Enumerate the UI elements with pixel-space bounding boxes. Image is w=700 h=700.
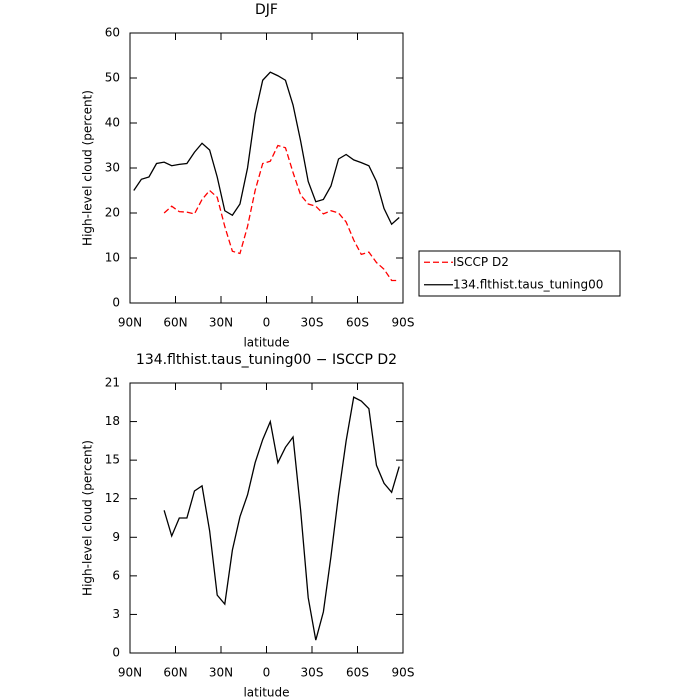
x-axis-label: latitude xyxy=(243,336,289,350)
y-tick-label: 15 xyxy=(105,453,120,467)
y-axis-label: High-level cloud (percent) xyxy=(81,440,95,596)
x-tick-label: 90N xyxy=(118,316,142,330)
x-axis-label: latitude xyxy=(243,686,289,700)
chart-title: 134.flthist.taus_tuning00 − ISCCP D2 xyxy=(136,352,397,368)
y-tick-label: 30 xyxy=(105,161,120,175)
y-tick-label: 60 xyxy=(105,26,120,40)
data-line xyxy=(133,71,400,226)
plot-frame xyxy=(129,382,404,654)
x-tick-label: 0 xyxy=(263,316,271,330)
y-tick-label: 18 xyxy=(105,414,120,428)
legend-box xyxy=(418,250,621,297)
y-tick-label: 0 xyxy=(112,646,120,660)
data-line xyxy=(163,144,400,282)
x-tick-label: 30N xyxy=(209,316,233,330)
x-tick-label: 90S xyxy=(392,316,415,330)
y-tick-label: 21 xyxy=(105,376,120,390)
chart-title: DJF xyxy=(255,2,278,18)
y-axis-label: High-level cloud (percent) xyxy=(81,90,95,246)
x-tick-label: 60S xyxy=(346,316,369,330)
legend-label: ISCCP D2 xyxy=(453,255,509,269)
data-line xyxy=(163,396,400,641)
y-tick-label: 20 xyxy=(105,206,120,220)
x-tick-label: 30N xyxy=(209,666,233,680)
y-tick-label: 12 xyxy=(105,491,120,505)
x-tick-label: 30S xyxy=(301,316,324,330)
y-tick-label: 50 xyxy=(105,71,120,85)
y-tick-label: 0 xyxy=(112,296,120,310)
y-tick-label: 40 xyxy=(105,116,120,130)
y-tick-label: 3 xyxy=(112,607,120,621)
y-tick-label: 6 xyxy=(112,568,120,582)
y-tick-label: 9 xyxy=(112,530,120,544)
x-tick-label: 60N xyxy=(163,666,187,680)
y-tick-label: 10 xyxy=(105,251,120,265)
plot-frame xyxy=(129,32,404,304)
legend-label: 134.flthist.taus_tuning00 xyxy=(453,277,603,291)
x-tick-label: 90N xyxy=(118,666,142,680)
x-tick-label: 0 xyxy=(263,666,271,680)
x-tick-label: 60S xyxy=(346,666,369,680)
x-tick-label: 30S xyxy=(301,666,324,680)
x-tick-label: 90S xyxy=(392,666,415,680)
x-tick-label: 60N xyxy=(163,316,187,330)
